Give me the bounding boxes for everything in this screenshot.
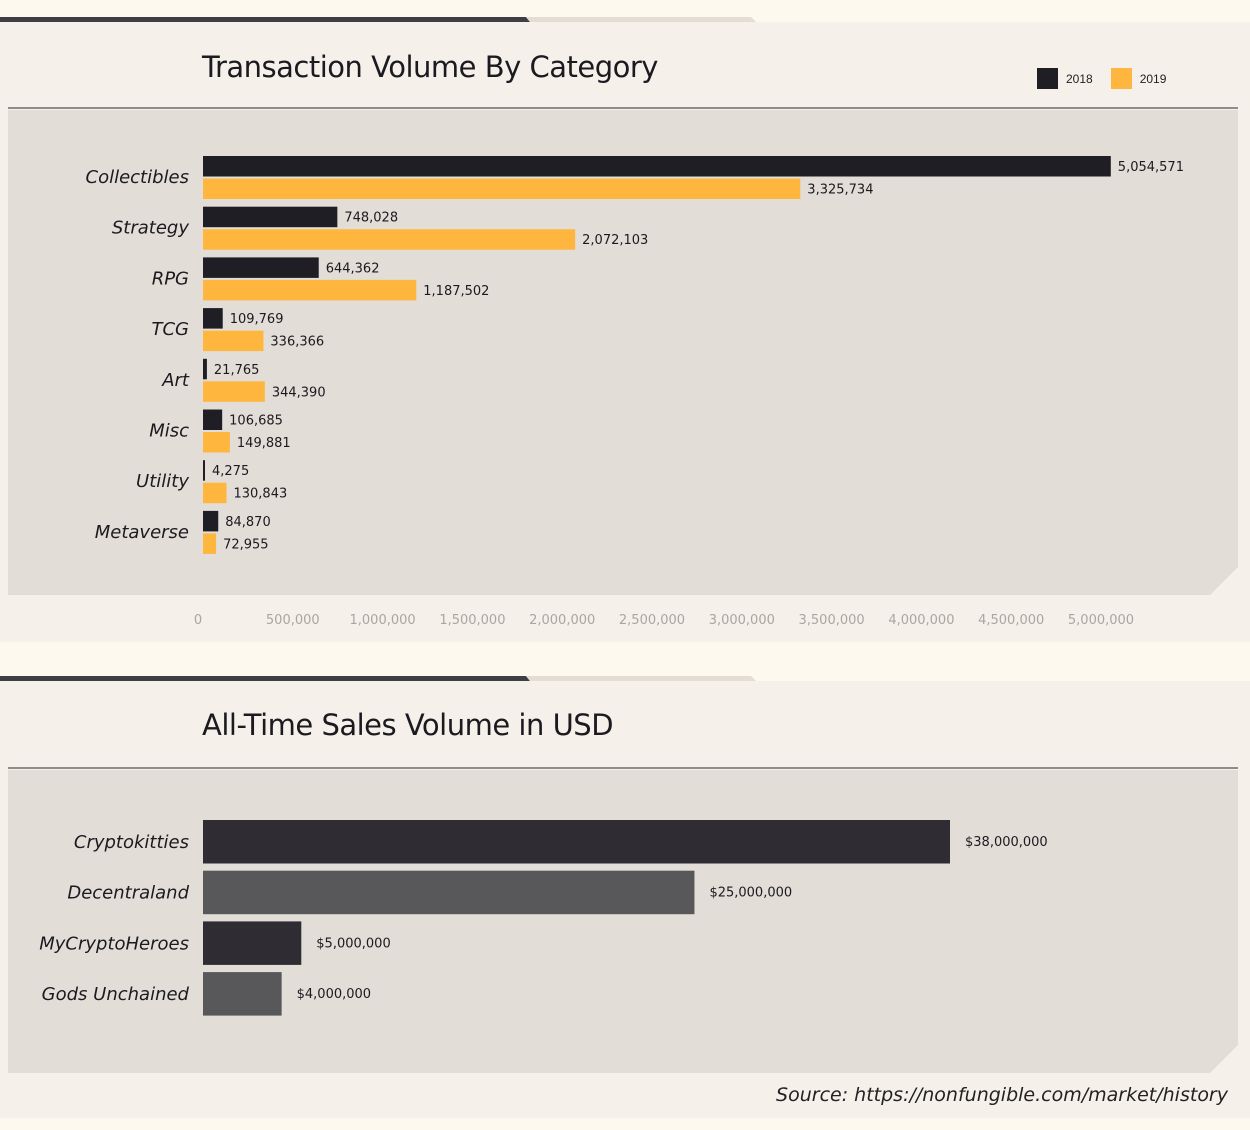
x-tick-label: 1,500,000 [439, 613, 505, 628]
data-label: 106,685 [229, 414, 283, 429]
legend-swatch-2018 [1037, 68, 1058, 89]
header-strip [526, 676, 756, 681]
x-tick-label: 2,500,000 [619, 613, 685, 628]
data-label: 1,187,502 [423, 284, 489, 299]
bar-2018 [203, 257, 319, 278]
legend: 2018 2019 [1037, 68, 1166, 89]
legend-label-2018: 2018 [1066, 71, 1093, 86]
category-label: TCG [151, 319, 189, 340]
category-label: Utility [136, 471, 189, 492]
divider [8, 767, 1238, 769]
bar-2019 [203, 279, 417, 301]
category-label: RPG [152, 268, 189, 289]
legend-label-2019: 2019 [1139, 71, 1167, 86]
source-note: Source: https://nonfungible.com/market/h… [776, 1084, 1228, 1106]
bar-2018 [203, 409, 223, 430]
bar-2019 [203, 330, 264, 352]
bar [203, 921, 302, 965]
category-label: Gods Unchained [42, 984, 190, 1005]
data-label: $5,000,000 [316, 936, 390, 951]
x-tick-label: 0 [194, 613, 202, 628]
bar [203, 820, 950, 864]
bar-2019 [203, 482, 227, 504]
data-label: 336,366 [270, 335, 324, 350]
data-label: 4,275 [212, 464, 249, 479]
x-tick-label: 500,000 [266, 613, 320, 628]
chart1-title: Transaction Volume By Category [202, 50, 658, 84]
bar-2019 [203, 178, 801, 199]
bar-2018 [203, 206, 338, 228]
bar-2018 [203, 308, 223, 329]
data-label: 72,955 [223, 537, 269, 552]
data-label: 344,390 [272, 385, 326, 400]
data-label: 130,843 [233, 487, 287, 502]
x-tick-label: 3,000,000 [709, 613, 775, 628]
x-tick-label: 4,500,000 [978, 613, 1044, 628]
header-strip [526, 17, 756, 22]
header-strip [0, 676, 530, 681]
data-label: 21,765 [214, 363, 260, 378]
data-label: 149,881 [237, 436, 291, 451]
bar-2019 [203, 432, 230, 453]
data-label: $38,000,000 [965, 835, 1048, 850]
category-label: Misc [149, 421, 189, 442]
data-label: 2,072,103 [582, 233, 648, 248]
category-label: MyCryptoHeroes [39, 933, 189, 954]
x-tick-label: 1,000,000 [350, 613, 416, 628]
data-label: 644,362 [326, 261, 380, 276]
category-label: Metaverse [95, 522, 189, 543]
x-tick-label: 5,000,000 [1068, 613, 1134, 628]
bar-2019 [203, 229, 576, 250]
category-label: Art [161, 370, 190, 391]
chart2-title: All-Time Sales Volume in USD [202, 708, 614, 742]
legend-swatch-2019 [1110, 68, 1132, 89]
data-label: 3,325,734 [807, 183, 873, 198]
bar-2018 [203, 460, 205, 481]
data-label: 748,028 [344, 211, 398, 226]
data-label: 84,870 [225, 515, 271, 530]
x-tick-label: 3,500,000 [799, 613, 865, 628]
x-tick-label: 4,000,000 [888, 613, 954, 628]
x-tick-label: 2,000,000 [529, 613, 595, 628]
bar-2019 [203, 381, 265, 402]
category-label: Collectibles [86, 167, 190, 188]
category-label: Cryptokitties [74, 832, 189, 853]
bar-2018 [203, 358, 207, 380]
divider [8, 107, 1238, 109]
bar-2019 [203, 533, 217, 554]
category-label: Strategy [112, 218, 189, 239]
data-label: 109,769 [230, 312, 284, 327]
bar [203, 870, 695, 915]
bar [203, 972, 282, 1016]
data-label: $4,000,000 [297, 987, 371, 1002]
bar-2018 [203, 156, 1111, 177]
data-label: 5,054,571 [1118, 160, 1184, 175]
bar-2018 [203, 510, 219, 532]
category-label: Decentraland [67, 883, 189, 904]
data-label: $25,000,000 [709, 886, 792, 901]
header-strip [0, 17, 530, 22]
